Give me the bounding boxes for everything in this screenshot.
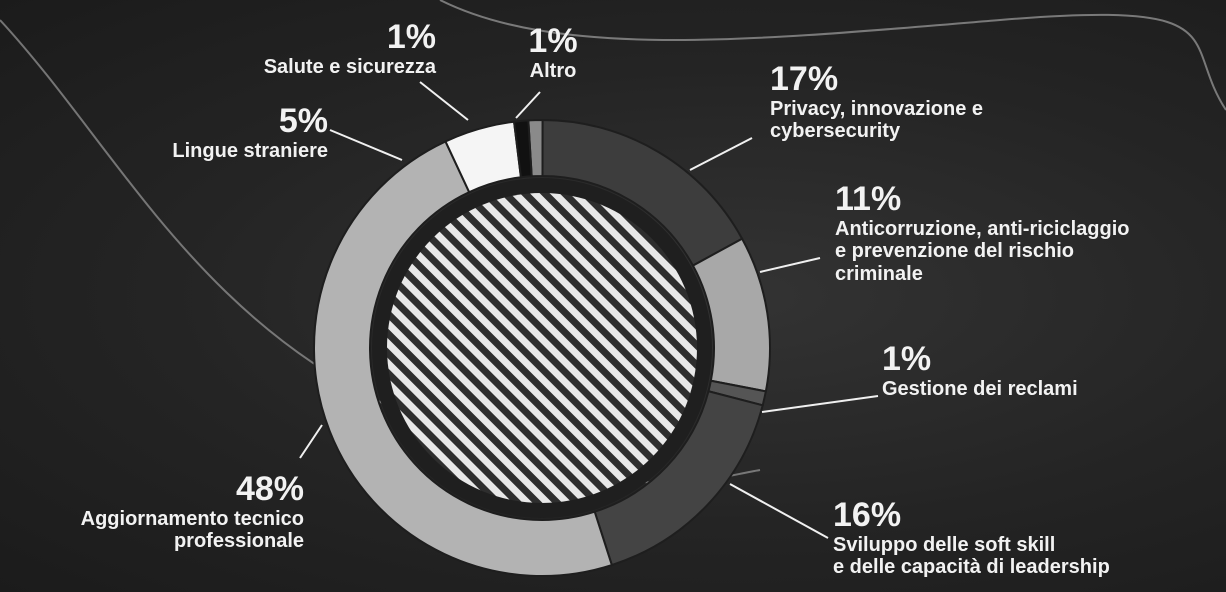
leader-line-reclami xyxy=(761,395,879,413)
name-salute: Salute e sicurezza xyxy=(263,56,436,79)
leader-line-salute xyxy=(419,81,469,121)
pct-privacy: 17% xyxy=(770,60,839,98)
pct-salute: 1% xyxy=(386,18,436,56)
hatched-center xyxy=(387,193,697,503)
name-aggiornamento-2: professionale xyxy=(173,530,304,553)
leader-line-lingue xyxy=(329,129,403,161)
label-altro: 1% Altro xyxy=(518,22,588,82)
slice-5 xyxy=(313,140,614,577)
label-aggiornamento: 48% Aggiornamento tecnico professionale xyxy=(81,470,304,553)
name-lingue: Lingue straniere xyxy=(172,140,328,163)
name-privacy-1: Privacy, innovazione e xyxy=(770,98,984,121)
slices-group xyxy=(313,118,771,577)
pct-reclami: 1% xyxy=(882,340,932,378)
pct-altro: 1% xyxy=(528,22,578,60)
label-lingue: 5% Lingue straniere xyxy=(172,102,328,162)
name-anticorruzione-1: Anticorruzione, anti-riciclaggio xyxy=(835,218,1130,241)
leader-line-altro xyxy=(515,91,541,119)
name-anticorruzione-2: e prevenzione del rischio xyxy=(835,240,1074,263)
label-salute: 1% Salute e sicurezza xyxy=(264,18,436,78)
name-aggiornamento-1: Aggiornamento tecnico xyxy=(80,508,304,531)
pct-lingue: 5% xyxy=(278,102,328,140)
name-anticorruzione-3: criminale xyxy=(835,262,923,285)
name-softskill-2: e delle capacità di leadership xyxy=(833,556,1110,579)
label-softskill: 16% Sviluppo delle soft skill e delle ca… xyxy=(833,496,1110,579)
name-softskill-1: Sviluppo delle soft skill xyxy=(833,534,1056,557)
slice-7 xyxy=(512,119,533,179)
pct-aggiornamento: 48% xyxy=(235,470,304,508)
label-anticorruzione: 11% Anticorruzione, anti-riciclaggio e p… xyxy=(835,180,1129,285)
pct-softskill: 16% xyxy=(833,496,902,534)
leader-line-softskill xyxy=(729,483,829,539)
name-altro: Altro xyxy=(529,60,577,83)
leader-line-anticorruzione xyxy=(759,257,821,273)
background-curve xyxy=(439,0,1226,111)
leader-lines xyxy=(299,81,879,539)
name-reclami: Gestione dei reclami xyxy=(882,378,1078,401)
name-privacy-2: cybersecurity xyxy=(770,120,901,143)
leader-line-privacy xyxy=(689,137,753,171)
label-privacy: 17% Privacy, innovazione e cybersecurity xyxy=(770,60,983,143)
leader-line-aggiornamento xyxy=(299,424,323,459)
label-reclami: 1% Gestione dei reclami xyxy=(882,340,1078,400)
pct-anticorruzione: 11% xyxy=(835,180,902,218)
